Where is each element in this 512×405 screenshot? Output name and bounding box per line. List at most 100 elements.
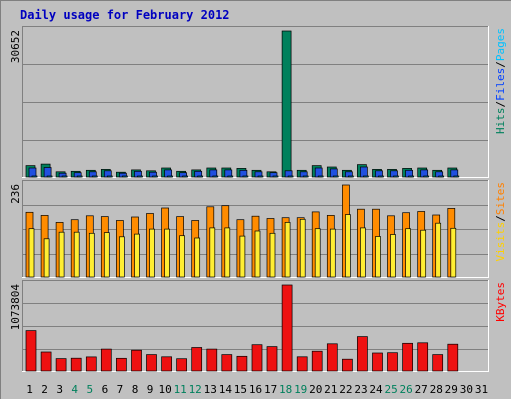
kbytes-bar-kbytes — [161, 356, 172, 372]
x-tick-label: 4 — [71, 383, 78, 396]
visits-bar-visits — [299, 218, 306, 278]
visits-bar-visits — [58, 231, 65, 278]
visits-bar-visits — [239, 235, 246, 278]
hits-bar-pages — [272, 175, 279, 178]
hits-bar-pages — [423, 175, 430, 178]
hits-bar-pages — [167, 175, 173, 178]
kbytes-bar-kbytes — [417, 342, 429, 372]
kbytes-bar-kbytes — [100, 348, 112, 372]
x-tick-label: 11 — [174, 383, 187, 396]
kbytes-bar-kbytes — [40, 351, 52, 372]
kbytes-bar-kbytes — [357, 336, 368, 372]
visits-bar-visits — [134, 233, 140, 278]
kbytes-bar-kbytes — [236, 355, 248, 372]
kbytes-bar-kbytes — [372, 352, 383, 372]
visits-legend-entry: Sites — [494, 182, 507, 215]
visits-bar-visits — [164, 228, 170, 278]
x-tick-label: 14 — [219, 383, 233, 396]
x-tick-label: 7 — [117, 383, 124, 396]
hits-bar-hits — [281, 30, 292, 178]
hits-bar-pages — [137, 175, 143, 178]
hits-bar-pages — [91, 175, 98, 178]
hits-bar-pages — [378, 175, 384, 178]
visits-bar-visits — [450, 227, 457, 278]
hits-bar-pages — [408, 175, 414, 178]
hits-legend-entry: / — [494, 61, 507, 68]
hits-bar-files — [28, 167, 37, 178]
kbytes-bar-kbytes — [221, 354, 233, 372]
x-tick-label: 20 — [309, 383, 322, 396]
kbytes-bar-kbytes — [176, 358, 187, 372]
visits-bar-visits — [119, 236, 125, 278]
visits-ymax-label: 236 — [9, 184, 22, 204]
x-tick-label: 18 — [279, 383, 292, 396]
visits-bar-visits — [329, 228, 336, 278]
x-tick-label: 9 — [147, 383, 154, 396]
x-tick-label: 17 — [264, 383, 277, 396]
hits-bar-pages — [212, 175, 219, 178]
kbytes-bar-kbytes — [70, 357, 82, 372]
visits-bar-visits — [345, 214, 351, 278]
chart-title: Daily usage for February 2012 — [20, 8, 230, 22]
kbytes-bar-kbytes — [296, 356, 308, 372]
kbytes-bar-kbytes — [131, 349, 142, 372]
x-tick-label: 16 — [249, 383, 262, 396]
panel-visits: 236 Visits/Sites — [9, 180, 507, 278]
visits-bar-visits — [224, 227, 231, 278]
kbytes-bar-kbytes — [85, 356, 97, 372]
kbytes-ymax-label: 1073804 — [9, 284, 22, 331]
hits-bar-pages — [197, 175, 204, 178]
hits-bar-pages — [106, 175, 113, 178]
kbytes-bar-kbytes — [55, 358, 67, 372]
hits-bar-pages — [348, 175, 354, 178]
hits-bar-pages — [438, 175, 445, 178]
hits-legend: Hits/Files/Pages — [494, 28, 507, 134]
hits-bar-pages — [61, 175, 68, 178]
hits-bar-pages — [453, 175, 460, 178]
x-axis-tick-labels: 1 2 3 4 5 6 7 8 9 10 11 12 13 14 15 16 17 18 19 20 21 22 23 24 2… — [26, 383, 488, 396]
hits-bar-pages — [302, 175, 309, 178]
hits-bar-pages — [31, 175, 38, 178]
hits-legend-entry: / — [494, 101, 507, 108]
visits-bar-visits — [43, 238, 50, 278]
x-tick-label: 19 — [294, 383, 307, 396]
visits-legend-entry: / — [494, 215, 507, 222]
hits-bar-pages — [46, 175, 53, 178]
x-tick-label: 27 — [415, 383, 428, 396]
hits-bar-files — [360, 166, 368, 178]
visits-bar-visits — [435, 222, 442, 278]
kbytes-bar-kbytes — [447, 343, 459, 372]
kbytes-legend-entry: KBytes — [494, 282, 507, 322]
hits-bar-pages — [317, 175, 324, 178]
visits-bar-visits — [405, 228, 411, 278]
visits-bar-visits — [103, 232, 110, 278]
x-tick-label: 3 — [56, 383, 63, 396]
x-tick-label: 8 — [132, 383, 139, 396]
x-tick-label: 2 — [41, 383, 48, 396]
x-tick-label: 12 — [189, 383, 202, 396]
hits-bar-pages — [363, 175, 369, 178]
kbytes-bar-kbytes — [311, 350, 323, 372]
x-tick-label: 29 — [445, 383, 458, 396]
kbytes-bar-kbytes — [146, 354, 157, 372]
visits-bar-visits — [28, 228, 35, 278]
visits-bar-visits — [149, 228, 155, 278]
kbytes-bar-kbytes — [116, 357, 127, 372]
hits-legend-entry: Pages — [494, 28, 507, 61]
x-tick-label: 30 — [460, 383, 473, 396]
kbytes-bar-kbytes — [402, 342, 413, 372]
visits-bar-visits — [73, 231, 80, 278]
hits-bar-pages — [152, 175, 158, 178]
x-tick-label: 22 — [339, 383, 352, 396]
kbytes-bar-kbytes — [206, 348, 218, 372]
hits-bar-pages — [76, 175, 83, 178]
hits-legend-entry: Hits — [494, 108, 507, 135]
kbytes-bar-kbytes — [25, 330, 37, 372]
x-tick-label: 31 — [475, 383, 488, 396]
hits-bar-files — [314, 167, 323, 178]
x-tick-label: 10 — [158, 383, 171, 396]
